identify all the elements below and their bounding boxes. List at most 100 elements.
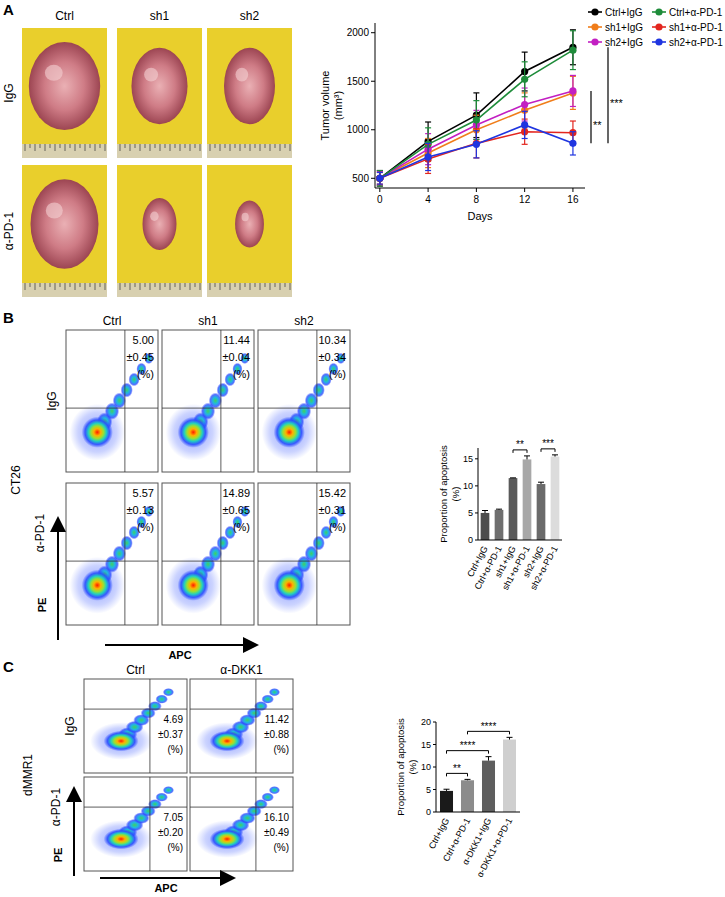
quadrant-value: 10.34 (318, 334, 346, 346)
error-bar-cap (377, 184, 383, 185)
ruler-tick (245, 144, 246, 148)
quadrant-line (66, 561, 158, 562)
density-core (210, 829, 245, 850)
data-point (376, 175, 383, 182)
legend-label: sh2+IgG (605, 37, 643, 48)
ruler-tick (280, 144, 281, 151)
ruler-tick (265, 144, 266, 148)
column-label: sh1 (198, 314, 218, 328)
tumor (29, 42, 100, 130)
density-core (104, 829, 139, 850)
ruler-tick (185, 144, 186, 148)
ruler-tick (25, 283, 26, 290)
bracket-tick (446, 751, 447, 754)
quadrant-value: 5.00 (133, 334, 154, 346)
quadrant-line (149, 777, 150, 871)
legend-label: Ctrl+α-PD-1 (669, 7, 723, 18)
bar (503, 740, 516, 812)
quadrant-error: ±0.45 (127, 351, 154, 363)
plot-frame (84, 777, 187, 871)
row-label: IgG (63, 716, 77, 735)
data-point (521, 101, 528, 108)
column-label: sh2 (294, 314, 314, 328)
error-bar-cap (473, 100, 479, 101)
quadrant-unit: (%) (137, 368, 154, 380)
ruler-tick (260, 144, 261, 151)
data-point (376, 175, 383, 182)
x-arrow (105, 644, 255, 646)
y-axis-title: Proportion of apoptosis (395, 718, 406, 816)
error-bar-cap (482, 510, 488, 511)
ruler-tick (290, 283, 291, 290)
error-bar-stem (527, 456, 528, 460)
quadrant-line (258, 561, 350, 562)
density-streak (261, 695, 274, 704)
significance-label: *** (542, 438, 554, 449)
ruler-tick (160, 144, 161, 151)
error-bar (486, 757, 492, 761)
bracket-tick (446, 773, 447, 776)
ruler-tick (35, 144, 36, 151)
error-bar-cap (522, 61, 528, 62)
x-axis-title: Days (467, 210, 493, 222)
quadrant-error: ±0.88 (264, 729, 289, 740)
error-bar-cap (552, 454, 558, 455)
bracket-tick (513, 450, 514, 453)
ruler-tick (285, 144, 286, 148)
density-core (104, 731, 139, 752)
ruler-tick (135, 283, 136, 287)
y-tick (433, 744, 436, 745)
ruler-tick (185, 283, 186, 287)
photo-background (117, 28, 202, 158)
ruler-tick (165, 283, 166, 287)
y-tick-label: 20 (421, 717, 431, 727)
error-bar (425, 144, 431, 173)
y-tick-label: 10 (463, 481, 473, 491)
y-tick (475, 458, 478, 459)
error-bar (444, 789, 450, 791)
tumor-photo (207, 28, 292, 158)
error-bar-cap (425, 143, 431, 144)
legend-marker (655, 8, 662, 15)
error-bar-cap (510, 477, 516, 478)
ruler-tick (220, 144, 221, 151)
ruler-tick (255, 283, 256, 287)
density-streak (269, 786, 280, 794)
bar (461, 780, 474, 812)
bracket-tick (555, 449, 556, 452)
ruler-tick (90, 283, 91, 287)
panel-letter: C (3, 658, 14, 675)
bracket-tick (527, 450, 528, 453)
tumor-highlight (150, 212, 159, 221)
quadrant-value: 5.57 (133, 487, 154, 499)
y-tick (475, 512, 478, 513)
density-streak (163, 688, 174, 696)
ruler (22, 144, 107, 158)
quadrant-value: 14.89 (222, 487, 250, 499)
quadrant-error: ±0.04 (223, 351, 250, 363)
y-tick (475, 485, 478, 486)
data-point (521, 76, 528, 83)
legend-marker (591, 38, 598, 45)
data-point (569, 140, 576, 147)
y-tick-label: 1000 (347, 124, 370, 135)
density-core (178, 570, 209, 601)
significance-label: ** (516, 439, 524, 450)
x-tick (476, 188, 477, 192)
density-core (274, 417, 305, 448)
error-bar-cap (377, 170, 383, 171)
quadrant-error: ±0.65 (223, 504, 250, 516)
y-axis-title: (%) (450, 487, 461, 502)
quadrant-error: ±0.31 (319, 504, 346, 516)
x-tick-label: sh2+α-PD-1 (528, 544, 560, 592)
y-tick (475, 540, 478, 541)
bar (440, 791, 453, 812)
ruler-tick (130, 144, 131, 151)
quadrant-line (124, 330, 125, 472)
y-tick-label: 500 (352, 173, 369, 184)
tumor (131, 48, 187, 125)
ruler-tick (265, 283, 266, 287)
ruler-tick (170, 283, 171, 290)
plot-frame (162, 330, 254, 472)
y-tick-label: 0 (426, 807, 431, 817)
